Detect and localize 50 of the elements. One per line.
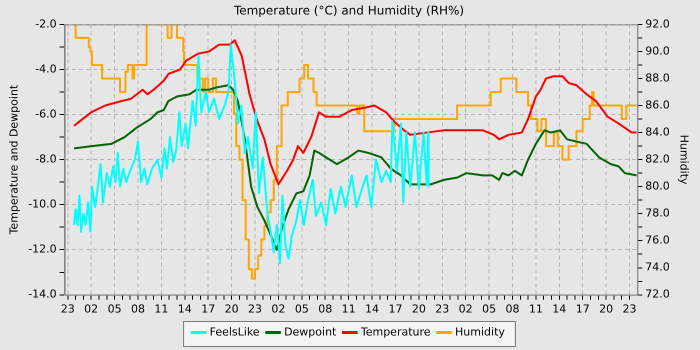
x-tick-label: 11 (528, 302, 543, 316)
y-tick-label: -12.0 (28, 242, 57, 256)
x-tick-label: 23 (248, 302, 262, 316)
x-tick-label: 20 (224, 302, 239, 316)
y2-tick-label: 80.0 (645, 180, 670, 192)
x-tick-label: 02 (458, 302, 473, 316)
y2-tick-label: 74.0 (645, 260, 670, 274)
y2-tick-label: 76.0 (645, 234, 670, 247)
y-axis-title: Temperature and Dewpoint (7, 84, 20, 236)
x-tick-label: 17 (388, 302, 402, 316)
y2-tick-label: 78.0 (645, 206, 670, 220)
y2-tick-label: 88.0 (645, 71, 670, 84)
y-tick-label: -10.0 (28, 198, 57, 211)
y-tick-label: -4.0 (35, 62, 57, 76)
x-tick-label: 11 (342, 302, 356, 316)
x-tick-label: 05 (294, 302, 309, 316)
y-tick-label: -8.0 (35, 152, 57, 166)
x-tick-label: 23 (60, 302, 75, 316)
x-tick-label: 08 (505, 302, 520, 316)
y2-axis-title: Humidity (678, 134, 691, 186)
legend-label: Temperature (360, 325, 431, 338)
y-tick-label: -14.0 (28, 288, 57, 301)
y2-tick-label: 72.0 (645, 288, 670, 301)
legend-label: Humidity (455, 325, 506, 338)
y-tick-label: -6.0 (35, 107, 57, 120)
x-tick-label: 05 (108, 302, 122, 316)
legend-label: Dewpoint (284, 325, 338, 338)
x-tick-label: 20 (599, 302, 614, 316)
x-tick-label: 02 (84, 302, 98, 316)
y2-tick-label: 90.0 (645, 44, 670, 58)
y-tick-label: -2.0 (35, 17, 57, 30)
x-tick-label: 17 (201, 302, 216, 316)
x-tick-label: 20 (412, 302, 426, 316)
x-tick-label: 05 (482, 302, 496, 316)
x-tick-label: 08 (131, 302, 145, 316)
chart-title: Temperature (°C) and Humidity (RH%) (232, 3, 464, 18)
legend-label: FeelsLike (210, 325, 260, 338)
x-tick-label: 11 (154, 302, 168, 316)
x-tick-label: 23 (622, 302, 637, 316)
x-tick-label: 08 (318, 302, 332, 316)
x-tick-label: 02 (271, 302, 286, 316)
x-tick-label: 17 (576, 302, 590, 316)
x-tick-label: 14 (552, 302, 566, 316)
y2-tick-label: 86.0 (645, 98, 670, 112)
x-tick-label: 14 (365, 302, 380, 316)
y2-tick-label: 92.0 (645, 17, 670, 30)
y2-tick-label: 84.0 (645, 125, 670, 138)
x-tick-label: 14 (178, 302, 192, 316)
y2-tick-label: 82.0 (645, 152, 670, 166)
x-tick-label: 23 (435, 302, 450, 316)
